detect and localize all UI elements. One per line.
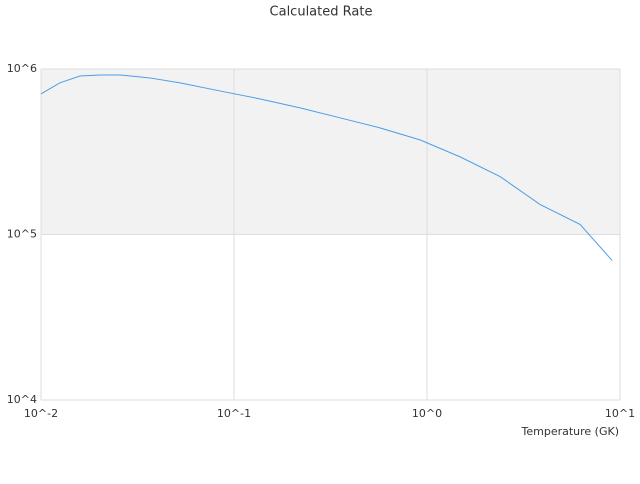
x-tick-label: 10^0	[412, 407, 442, 420]
chart-title: Calculated Rate	[270, 5, 373, 20]
x-axis-label: Temperature (GK)	[521, 425, 620, 438]
y-tick-label: 10^4	[7, 393, 37, 406]
y-tick-label: 10^5	[7, 228, 37, 241]
grid-band	[41, 69, 620, 235]
x-tick-label: 10^1	[605, 407, 635, 420]
x-tick-label: 10^-2	[24, 407, 58, 420]
x-tick-label: 10^-1	[217, 407, 251, 420]
data-line	[40, 74, 613, 261]
y-tick-label: 10^6	[7, 62, 37, 75]
